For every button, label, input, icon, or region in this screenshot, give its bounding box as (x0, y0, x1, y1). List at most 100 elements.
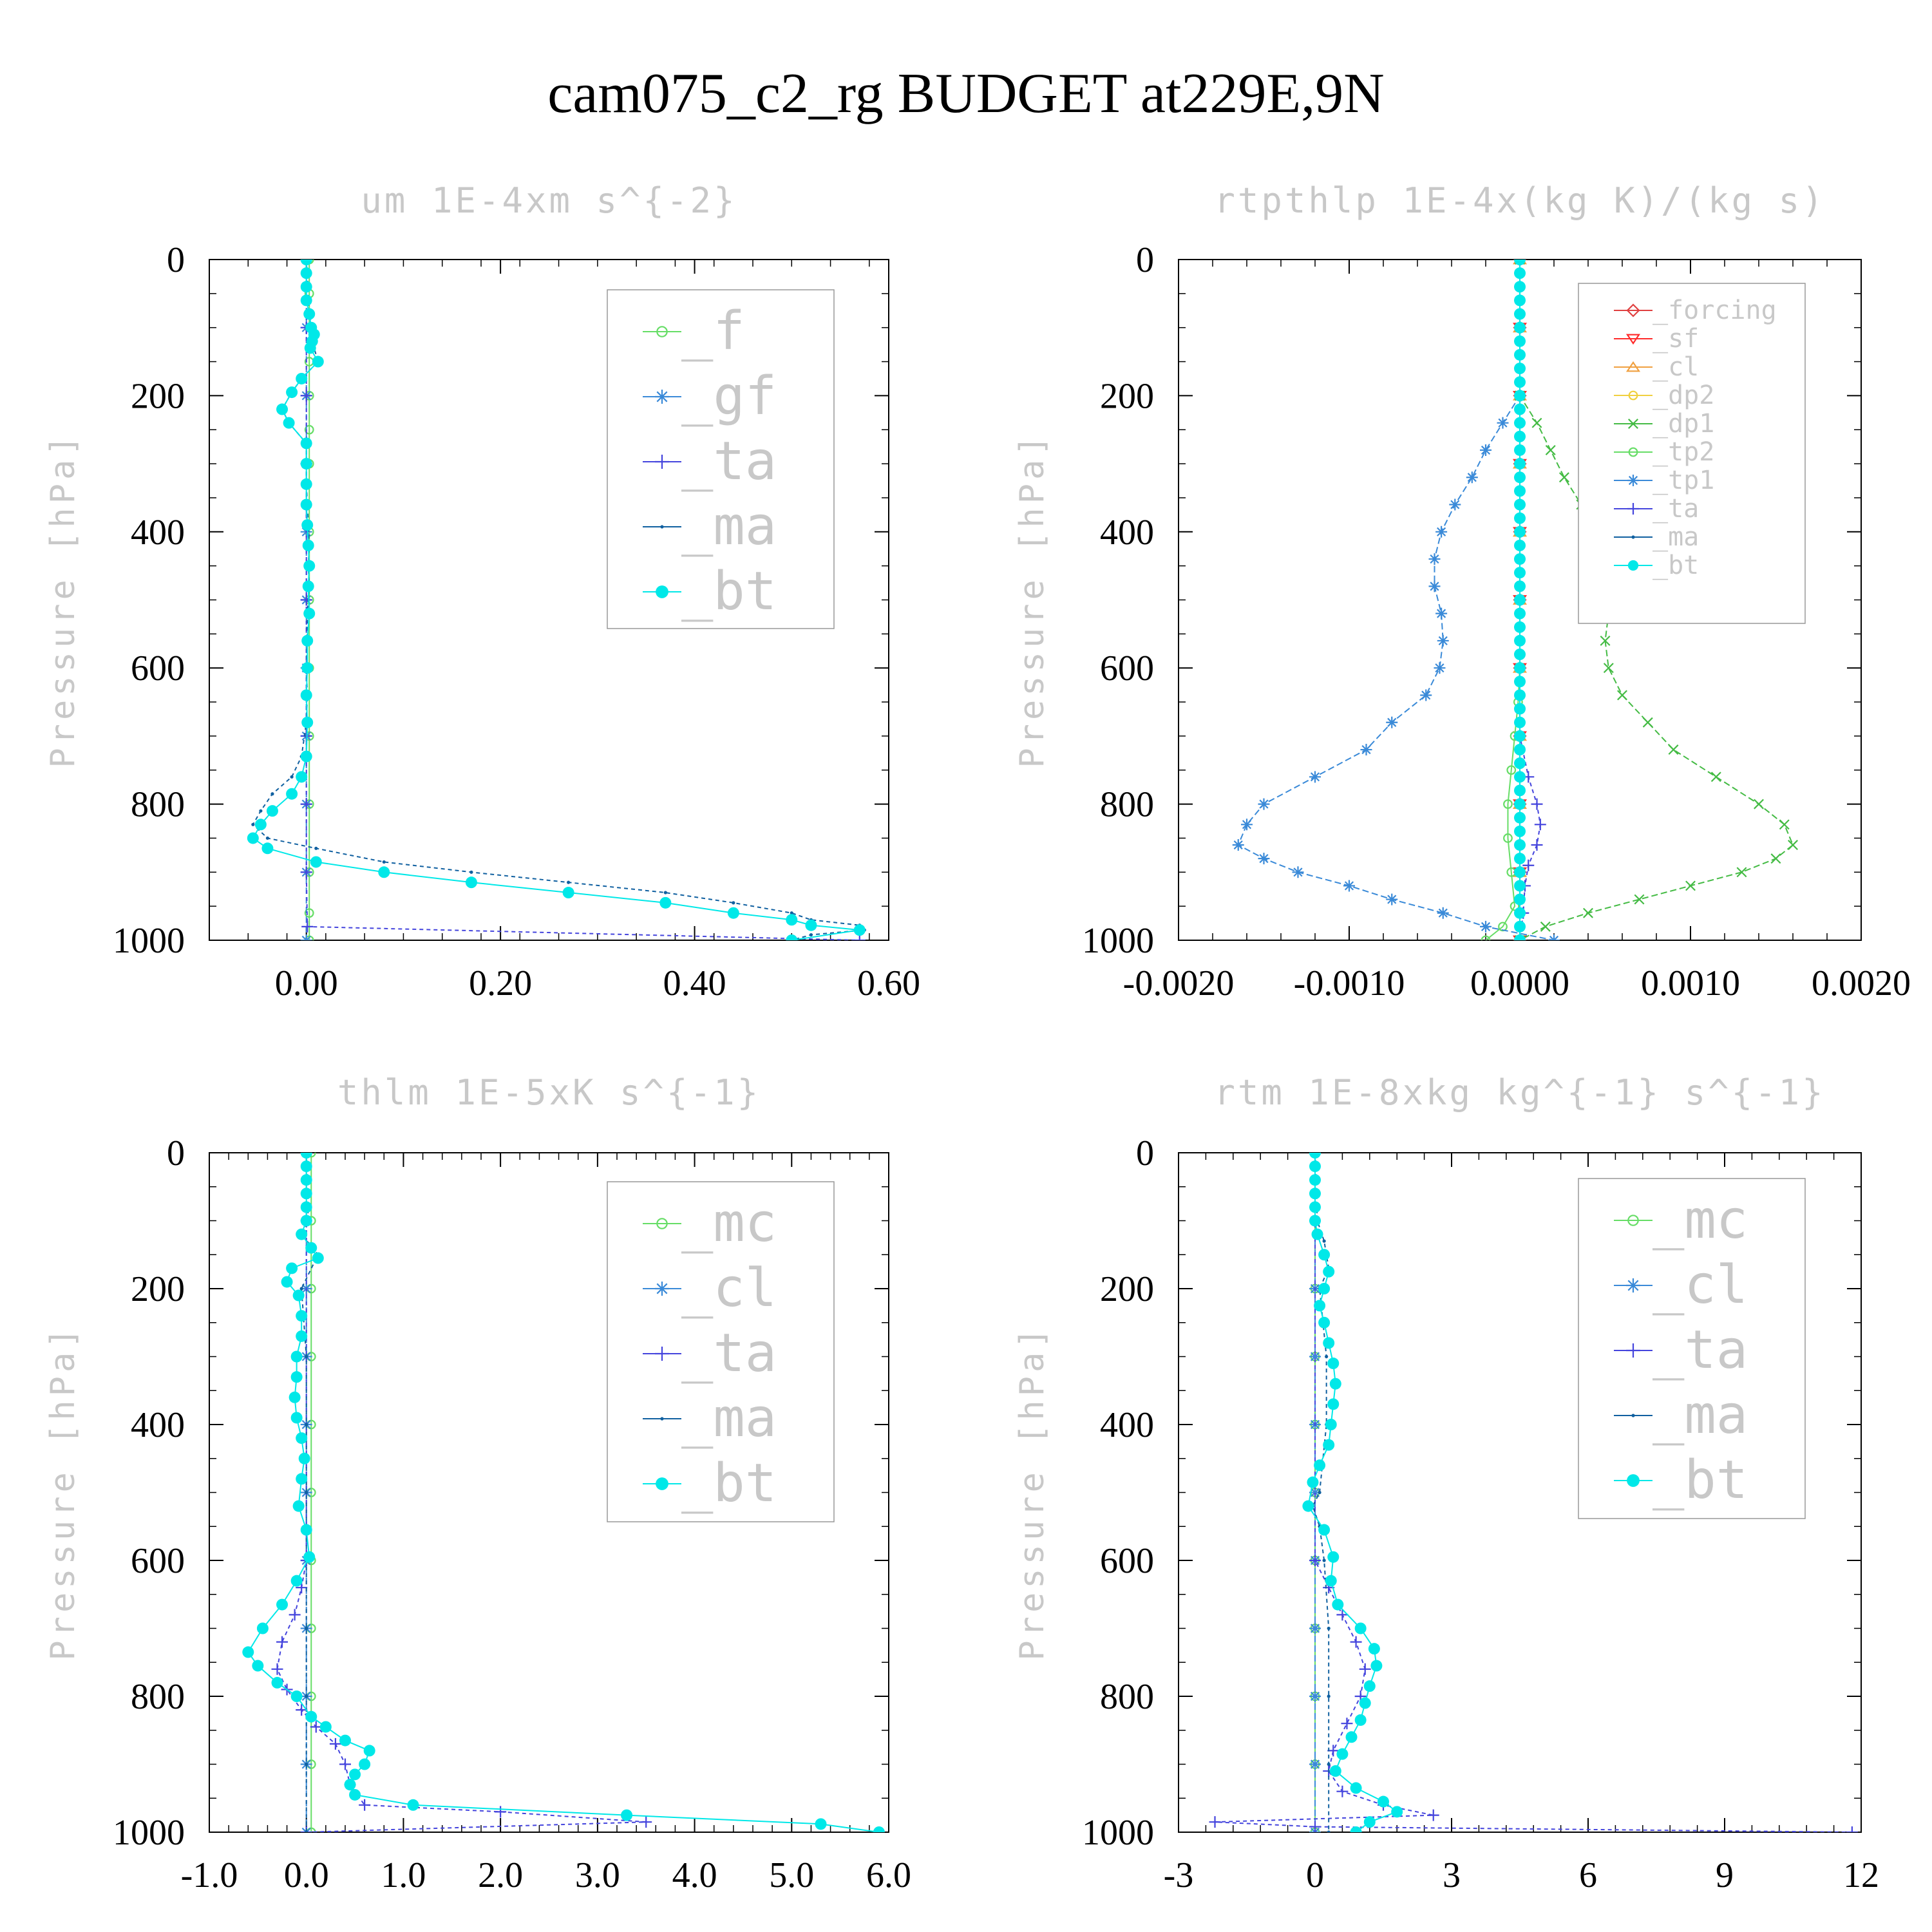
data-point (289, 1609, 301, 1621)
data-point (329, 1738, 341, 1750)
data-point (1514, 662, 1526, 674)
data-point (1514, 634, 1526, 647)
data-point (296, 1330, 308, 1342)
legend-marker (1627, 1474, 1640, 1487)
data-point (1350, 1636, 1362, 1648)
data-point (1309, 1555, 1321, 1566)
data-point (378, 866, 390, 878)
legend-label: _bt (1653, 551, 1699, 580)
data-point (1514, 920, 1526, 933)
y-axis-label: Pressure [hPa] (44, 431, 82, 768)
data-point (1514, 403, 1526, 415)
data-point (1329, 1378, 1341, 1390)
series-line-ta (276, 1153, 647, 1832)
x-tick-label: 5.0 (769, 1855, 814, 1895)
data-point (1514, 260, 1526, 265)
y-tick-label: 800 (1100, 785, 1154, 825)
y-tick-label: 200 (1100, 376, 1154, 416)
legend-marker (1631, 535, 1635, 539)
data-point (1309, 1215, 1321, 1227)
x-tick-label: 0.0010 (1641, 963, 1740, 1003)
data-point (296, 1704, 308, 1716)
data-point (1327, 1626, 1331, 1631)
data-point (276, 1598, 289, 1611)
data-point (303, 1551, 316, 1563)
data-point (1736, 867, 1747, 878)
legend-label: _ma (1653, 522, 1699, 552)
y-tick-label: 400 (1100, 1405, 1154, 1445)
data-point (1322, 1558, 1326, 1562)
legend-label: _tp2 (1653, 437, 1714, 467)
data-point (1354, 1714, 1367, 1726)
data-point (251, 822, 255, 826)
data-point (1514, 730, 1526, 742)
data-point (1531, 798, 1543, 810)
x-tick-label: 0.00 (275, 963, 338, 1003)
data-point (312, 1252, 324, 1264)
data-point (1642, 717, 1653, 728)
data-point (1311, 1228, 1323, 1240)
data-point (1327, 1830, 1331, 1832)
data-point (300, 498, 312, 511)
y-tick-label: 0 (167, 1133, 185, 1173)
data-point (1558, 472, 1569, 483)
data-point (1540, 921, 1551, 932)
data-point (1514, 512, 1526, 524)
data-point (296, 1473, 308, 1485)
data-point (1434, 662, 1446, 674)
data-point (305, 1626, 308, 1631)
data-point (1514, 376, 1526, 388)
legend-label: _gf (681, 366, 777, 427)
data-point (567, 880, 571, 884)
legend-label: _ma (681, 1388, 777, 1449)
data-point (786, 914, 798, 926)
data-point (1514, 567, 1526, 579)
data-point (1617, 690, 1627, 701)
data-point (853, 924, 866, 936)
data-point (312, 355, 324, 368)
data-point (1480, 444, 1492, 456)
data-point (300, 437, 312, 450)
data-point (1309, 1188, 1321, 1200)
chart-panel-0: um 1E-4xm s^{-2} Pressure [hPa] 0 200 400 600… (44, 180, 920, 1003)
data-point (1466, 471, 1478, 484)
series-line-ta (1519, 260, 1541, 940)
data-point (805, 919, 817, 931)
data-point (290, 1575, 303, 1587)
legend-label: _mc (1653, 1189, 1748, 1251)
panel-title: rtpthlp 1E-4x(kg K)/(kg s) (1214, 180, 1825, 221)
data-point (300, 866, 312, 878)
data-point (298, 1452, 310, 1464)
data-point (289, 1391, 301, 1403)
x-tick-label: 4.0 (672, 1855, 717, 1895)
legend-label: _cl (681, 1258, 777, 1319)
data-point (305, 1710, 317, 1723)
y-tick-label: 0 (1136, 240, 1154, 280)
data-point (1548, 934, 1560, 940)
data-point (1309, 1690, 1321, 1702)
legend-marker (1628, 419, 1638, 429)
data-point (1435, 607, 1448, 620)
x-tick-label: 0.40 (663, 963, 726, 1003)
data-point (1359, 1663, 1371, 1675)
data-point (1514, 811, 1526, 824)
data-point (1514, 880, 1526, 892)
legend-label: _forcing (1653, 296, 1777, 325)
data-point (301, 662, 314, 674)
data-point (1514, 526, 1526, 538)
data-point (301, 716, 314, 728)
y-tick-label: 1000 (113, 1813, 185, 1853)
y-tick-label: 800 (1100, 1677, 1154, 1717)
data-point (1603, 663, 1614, 674)
x-tick-label: 6 (1579, 1855, 1597, 1895)
data-point (1531, 417, 1542, 428)
data-point (1522, 859, 1535, 871)
legend-marker (1627, 503, 1639, 515)
legend-marker (1626, 1343, 1640, 1358)
data-point (1514, 934, 1526, 940)
data-point (1503, 833, 1513, 843)
data-point (296, 1432, 308, 1444)
data-point (1514, 363, 1526, 375)
chart-panel-1: rtpthlp 1E-4x(kg K)/(kg s) Pressure [hPa]… (1013, 180, 1911, 1003)
data-point (296, 1310, 308, 1322)
